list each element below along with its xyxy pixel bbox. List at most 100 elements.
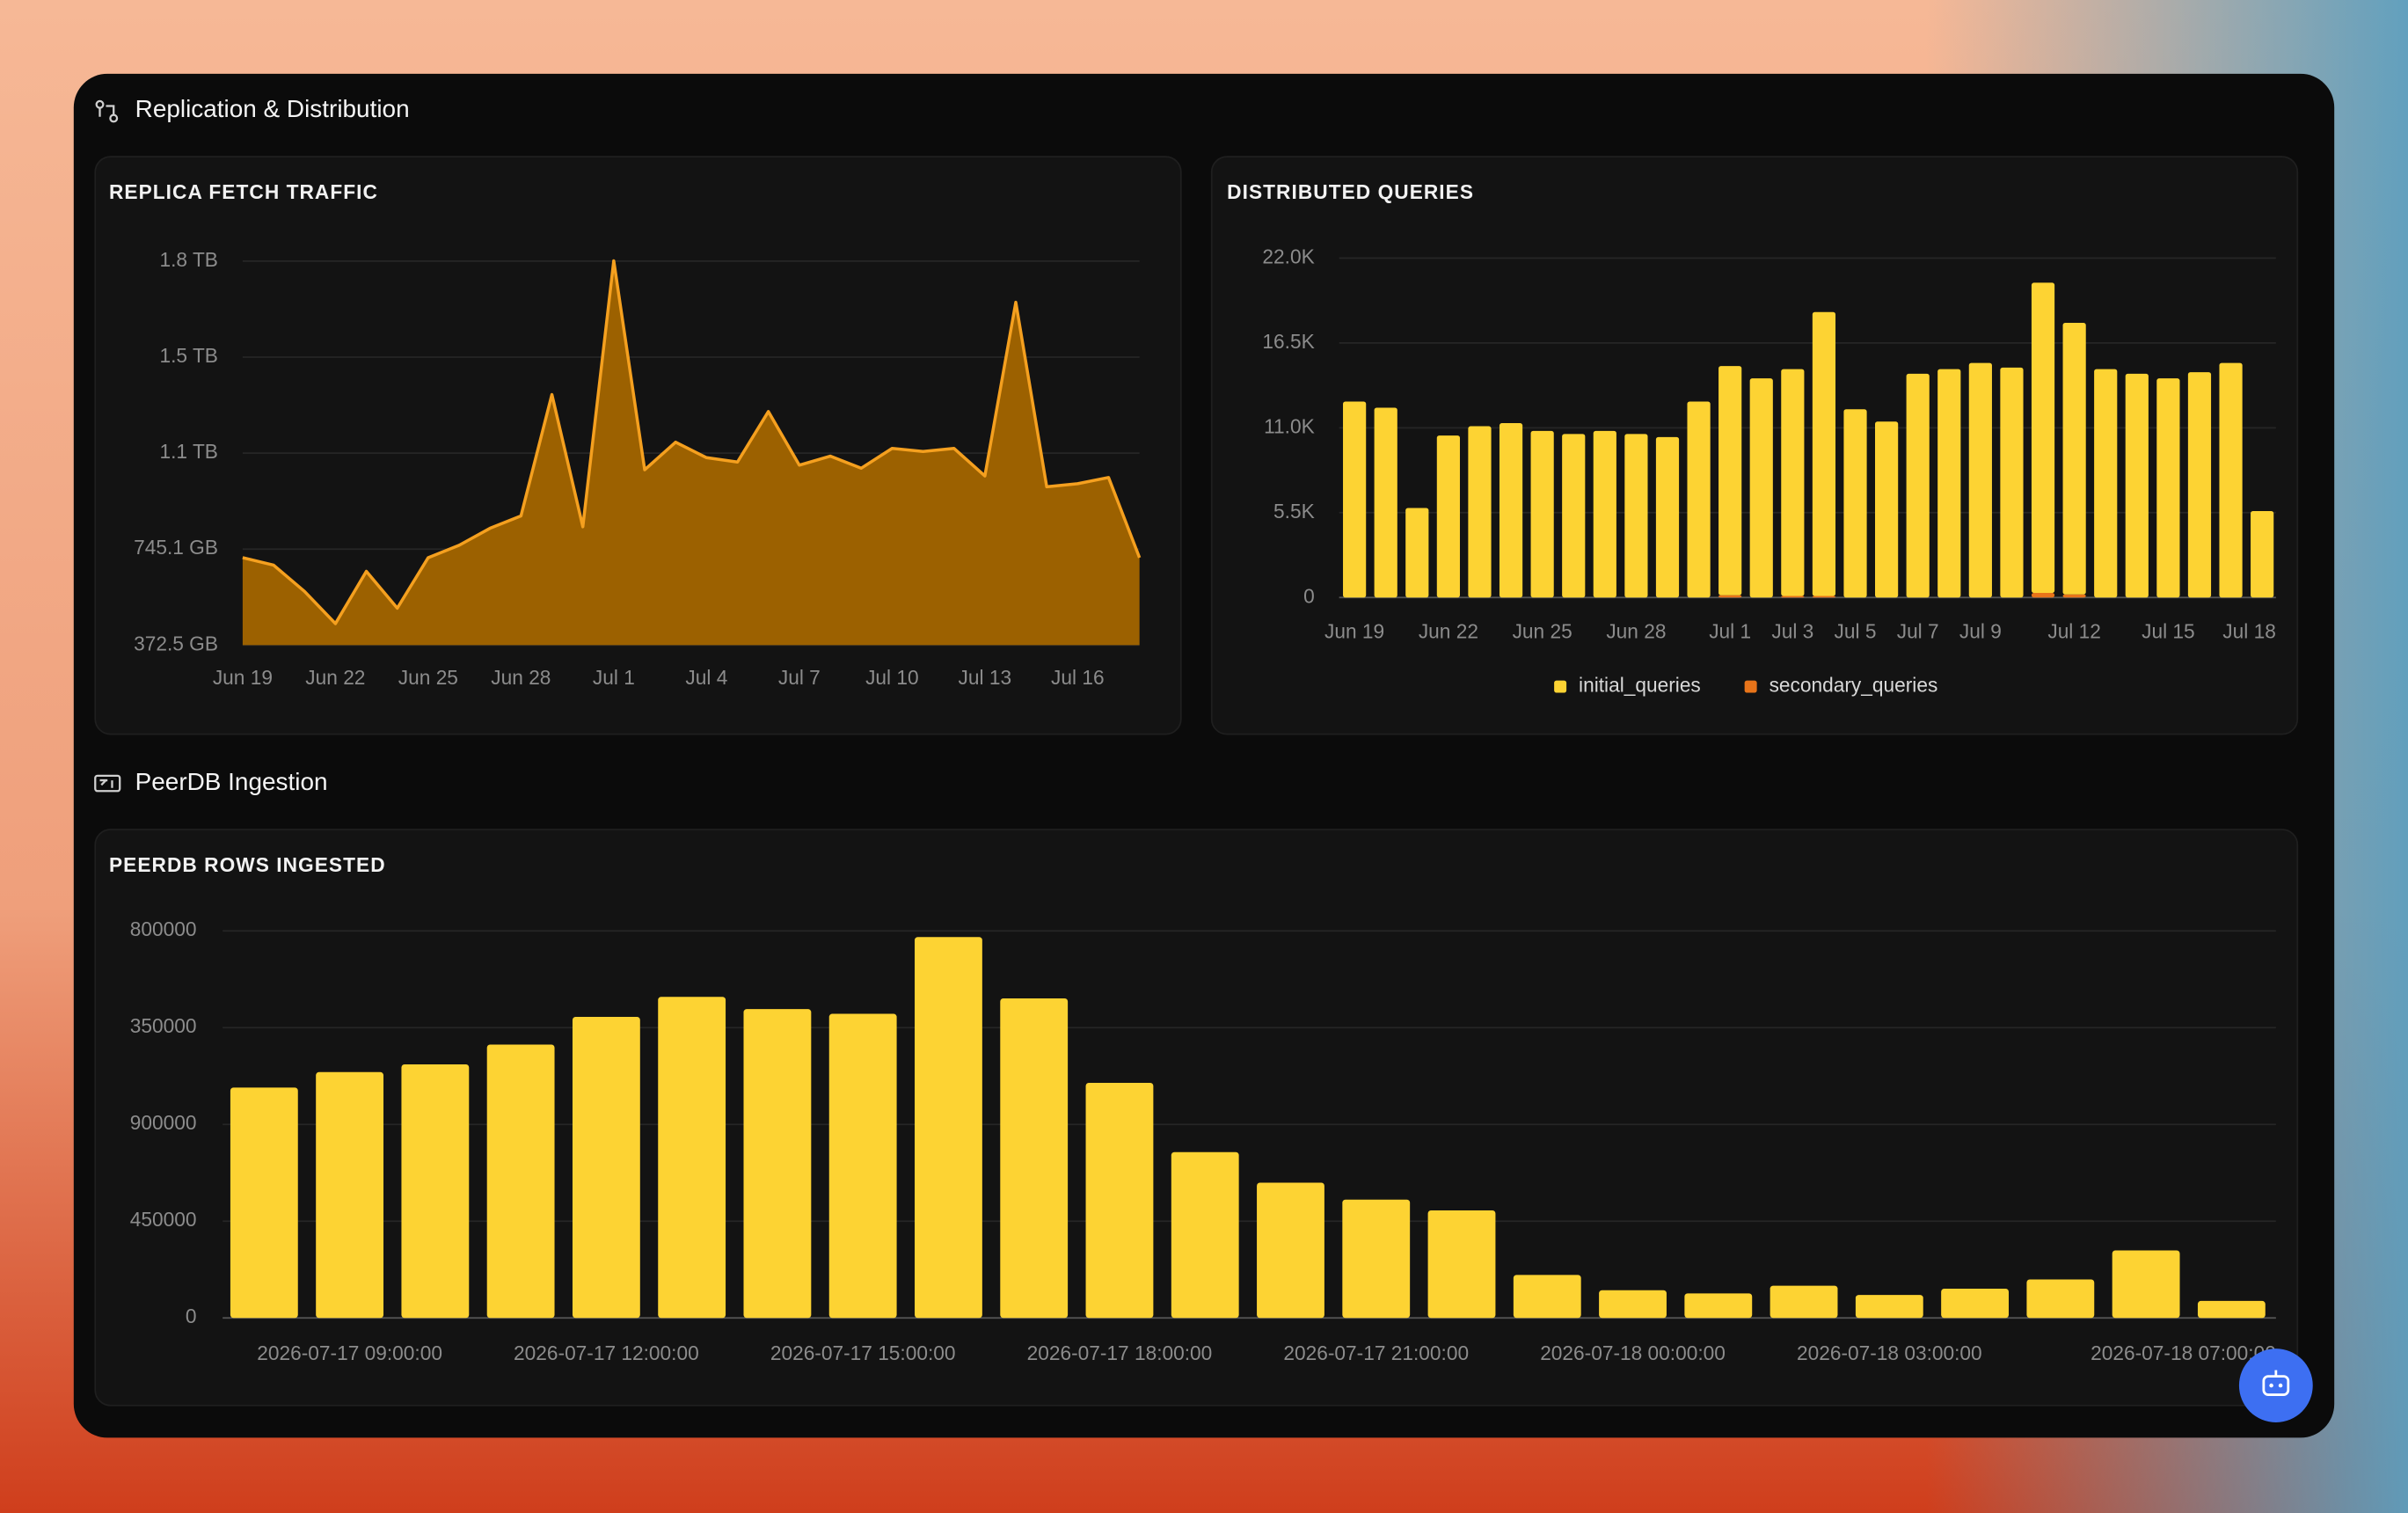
x-tick-label: 2026-07-18 03:00:00 [1797, 1341, 1982, 1364]
bar-segment [1374, 407, 1397, 598]
bar-segment [2094, 369, 2118, 598]
bar [658, 997, 726, 1319]
y-tick-label: 900000 [130, 1111, 197, 1134]
bar-segment [1624, 434, 1648, 598]
bar [1342, 1199, 1411, 1319]
bar-segment [1687, 401, 1711, 598]
x-tick-label: Jun 25 [398, 666, 458, 689]
section-icon [95, 99, 119, 123]
bar-segment [2251, 511, 2274, 598]
bar-segment [1781, 369, 1805, 596]
bar [1941, 1288, 2009, 1319]
bar [230, 1087, 298, 1319]
bar-segment [1749, 378, 1773, 598]
x-tick-label: Jun 22 [305, 666, 365, 689]
legend-label: initial_queries [1579, 674, 1701, 697]
x-tick-label: Jun 28 [491, 666, 551, 689]
x-tick-label: 2026-07-17 21:00:00 [1283, 1341, 1469, 1364]
y-tick-label: 800000 [130, 917, 197, 940]
x-tick-label: 2026-07-17 15:00:00 [770, 1341, 956, 1364]
bar [2112, 1250, 2180, 1319]
bar-segment [2031, 593, 2055, 598]
bar-segment [2000, 367, 2024, 598]
x-tick-label: Jul 15 [2142, 619, 2195, 642]
x-tick-label: Jul 7 [1897, 619, 1939, 642]
bar-segment [1718, 595, 1742, 598]
bar-segment [1781, 596, 1805, 598]
bar [572, 1016, 640, 1319]
bar-segment [2156, 378, 2180, 598]
x-tick-label: 2026-07-17 12:00:00 [514, 1341, 699, 1364]
x-tick-label: Jul 13 [959, 666, 1012, 689]
bar [2026, 1279, 2095, 1319]
bar-segment [2031, 282, 2055, 594]
x-tick-label: Jun 19 [1324, 619, 1384, 642]
bar-segment [1343, 401, 1367, 598]
bar-segment [1436, 435, 1460, 598]
bar [2197, 1300, 2266, 1319]
section-title: PeerDB Ingestion [135, 768, 328, 795]
panel-title: REPLICA FETCH TRAFFIC [109, 180, 378, 203]
y-tick-label: 16.5K [1262, 330, 1314, 353]
bar [915, 937, 982, 1319]
y-tick-label: 1.1 TB [160, 440, 218, 463]
bar [401, 1064, 470, 1319]
bar-segment [1499, 423, 1523, 598]
bar [1085, 1083, 1154, 1319]
legend-label: secondary_queries [1770, 674, 1938, 697]
plots: 372.5 GB 745.1 GB 1.1 TB 1.5 TB 1.8 TB Jun 19… [130, 245, 2276, 1364]
bar [1513, 1275, 1581, 1319]
x-tick-label: Jul 4 [685, 666, 727, 689]
y-tick-label: 1.5 TB [160, 344, 218, 367]
bar-segment [1906, 373, 1930, 598]
robot-eye [2278, 1383, 2283, 1388]
x-tick-label: Jul 18 [2222, 619, 2276, 642]
bar-segment [1937, 369, 1961, 598]
assistant-button[interactable] [2238, 1349, 2313, 1422]
x-tick-label: Jul 16 [1051, 666, 1105, 689]
bar [486, 1044, 555, 1319]
bar [1855, 1295, 1923, 1319]
y-tick-label: 350000 [130, 1014, 197, 1037]
bar [1770, 1285, 1838, 1319]
x-tick-label: Jul 10 [865, 666, 919, 689]
x-tick-label: Jul 5 [1835, 619, 1877, 642]
x-tick-label: Jul 3 [1771, 619, 1813, 642]
bar [316, 1071, 384, 1319]
legend-swatch [1744, 680, 1757, 693]
x-tick-label: 2026-07-18 00:00:00 [1540, 1341, 1726, 1364]
y-tick-label: 372.5 GB [134, 632, 218, 654]
y-tick-label: 450000 [130, 1208, 197, 1231]
bar-segment [2187, 372, 2212, 598]
bar [1000, 998, 1069, 1319]
x-tick-label: Jul 7 [778, 666, 821, 689]
bar [743, 1009, 812, 1319]
x-tick-label: Jul 9 [1959, 619, 2002, 642]
bar-segment [1405, 508, 1429, 598]
area [242, 260, 1140, 646]
x-tick-label: Jul 1 [593, 666, 635, 689]
x-tick-label: Jul 1 [1709, 619, 1751, 642]
x-tick-label: 2026-07-17 18:00:00 [1027, 1341, 1213, 1364]
bar-segment [1968, 362, 1992, 598]
y-tick-label: 22.0K [1262, 245, 1314, 267]
assistant-button-bg[interactable] [2238, 1349, 2313, 1422]
bar-segment [1562, 434, 1586, 598]
x-tick-label: 2026-07-18 07:00:00 [2091, 1341, 2276, 1364]
y-tick-label: 5.5K [1273, 500, 1315, 523]
bar-segment [1875, 421, 1899, 598]
x-tick-label: Jun 22 [1419, 619, 1478, 642]
y-tick-label: 0 [186, 1305, 197, 1327]
bar [1257, 1182, 1324, 1319]
bar-segment [1843, 409, 1867, 598]
bar-segment [2062, 323, 2086, 595]
bar-segment [1718, 366, 1742, 596]
bar-segment [1812, 311, 1836, 596]
section-icon [94, 774, 121, 793]
legend-swatch [1554, 680, 1567, 693]
bar [1171, 1151, 1239, 1319]
x-tick-label: Jun 25 [1513, 619, 1572, 642]
bar-segment [2219, 362, 2243, 598]
bar-segment [1530, 430, 1554, 598]
